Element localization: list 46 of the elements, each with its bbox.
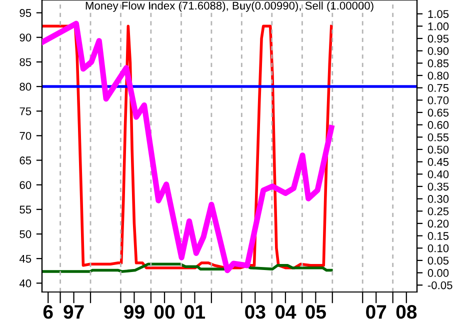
x-tick-label: 99 (124, 305, 144, 319)
y-tick-label: 45 (19, 254, 32, 263)
x-tick-label: 07 (366, 305, 386, 319)
y2-tick-label: 0.10 (428, 244, 449, 252)
y2-tick-label: 0.60 (428, 121, 449, 129)
y2-tick-label: 0.75 (428, 84, 449, 92)
y-tick-label: 55 (20, 206, 32, 214)
y2-tick-label: 0.70 (428, 96, 449, 104)
y2-tick-label: 0.90 (428, 47, 449, 55)
y2-tick-label: 0.25 (428, 207, 449, 216)
y2-tick-label: 0.05 (428, 256, 449, 265)
x-tick-label: 01 (184, 305, 206, 319)
x-tick-label: 03 (245, 305, 266, 319)
y2-tick-label: 1.00 (428, 22, 449, 30)
y2-tick-label: 0.40 (428, 170, 449, 178)
y-tick-label: 40 (19, 279, 32, 288)
y2-tick-label: 0.55 (428, 133, 449, 142)
y2-tick-label: 0.85 (428, 59, 449, 68)
y2-tick-label: -0.05 (428, 281, 452, 290)
y-tick-label: 80 (20, 82, 32, 91)
x-tick-label: 05 (306, 305, 326, 319)
y2-tick-label: 0.15 (428, 232, 449, 240)
y2-tick-label: 0.30 (428, 195, 449, 203)
x-tick-label: 04 (275, 305, 296, 319)
y-tick-label: 50 (20, 230, 32, 238)
y2-tick-label: 0.00 (428, 269, 449, 277)
y2-tick-label: 0.20 (428, 220, 449, 228)
x-tick-label: 00 (154, 305, 175, 319)
y-tick-label: 65 (20, 156, 32, 164)
y2-tick-label: 0.65 (428, 108, 449, 117)
x-tick-label: 6 (43, 305, 53, 319)
y-tick-label: 70 (20, 132, 32, 140)
y2-tick-label: 1.05 (428, 10, 449, 18)
y2-tick-label: 0.80 (428, 72, 449, 80)
y-tick-label: 85 (20, 58, 32, 66)
y-tick-label: 75 (20, 107, 32, 116)
y-tick-label: 90 (20, 34, 32, 42)
y2-tick-label: 0.45 (428, 158, 449, 166)
y-tick-label: 95 (20, 9, 32, 17)
y2-tick-label: 0.50 (428, 146, 449, 154)
x-tick-label: 08 (396, 305, 417, 319)
y2-tick-label: 0.95 (428, 34, 449, 43)
x-tick-label: 97 (64, 305, 84, 319)
y-tick-label: 60 (20, 181, 32, 189)
chart-title: Money Flow Index (71.6088), Buy(0.00990), Sell (1.00000) (86, 1, 374, 12)
y2-tick-label: 0.35 (428, 182, 449, 191)
